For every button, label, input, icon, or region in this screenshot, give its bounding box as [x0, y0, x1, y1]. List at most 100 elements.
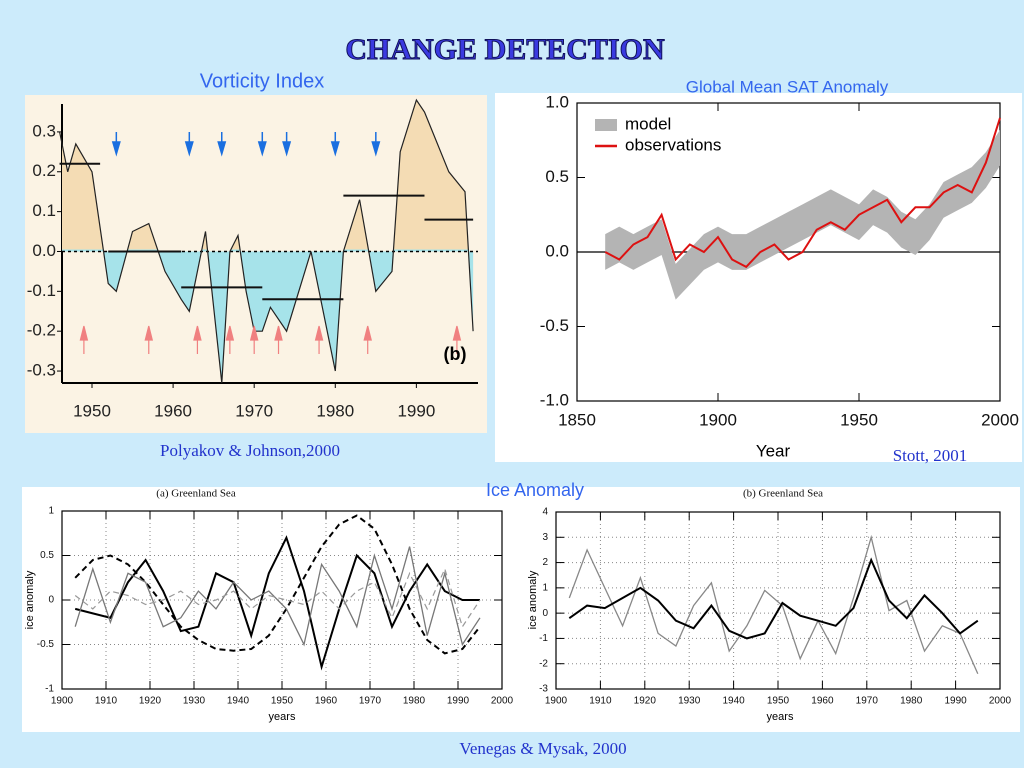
series-line [74, 535, 480, 671]
x-tick-label: 1920 [634, 696, 657, 707]
y-tick-label: -1 [45, 684, 54, 695]
y-tick-label: 2 [542, 557, 548, 568]
y-tick-label: 0.1 [32, 201, 56, 220]
x-tick-label: 1900 [545, 696, 568, 707]
plot-frame [555, 511, 1001, 690]
x-tick-label: 1990 [397, 401, 435, 420]
x-tick-label: 1970 [359, 696, 382, 707]
x-tick-label: 1980 [900, 696, 923, 707]
y-tick-label: 0.3 [32, 121, 56, 140]
y-tick-label: 1 [542, 582, 548, 593]
y-tick-label: -1.0 [540, 390, 569, 409]
down-arrow [184, 132, 194, 157]
x-tick-label: 1850 [558, 410, 596, 429]
panel-ice [22, 487, 1020, 732]
series-line [74, 567, 481, 629]
y-axis-label: ice anomaly [527, 570, 539, 629]
y-tick-label: 0 [542, 608, 548, 619]
x-tick-label: 1990 [944, 696, 967, 707]
area-positive [62, 100, 469, 250]
x-tick-label: 1980 [403, 696, 426, 707]
line [59, 98, 474, 384]
legend-label: observations [625, 135, 721, 154]
series-line [74, 546, 481, 647]
x-tick-label: 2000 [491, 696, 514, 707]
y-tick-label: 1 [48, 506, 54, 517]
y-tick-label: 1.0 [545, 92, 569, 111]
x-tick-label: 1930 [678, 696, 701, 707]
x-tick-label: 1960 [315, 696, 338, 707]
x-tick-label: 1940 [227, 696, 250, 707]
y-tick-label: 3 [542, 532, 548, 543]
y-tick-label: -0.3 [27, 361, 56, 380]
y-tick-label: 0.2 [32, 161, 56, 180]
x-tick-label: 1980 [316, 401, 354, 420]
chart-title: (b) Greenland Sea [743, 488, 823, 500]
x-tick-label: 1950 [271, 696, 294, 707]
section-label: Ice Anomaly [486, 480, 584, 500]
y-tick-label: 0.0 [545, 241, 569, 260]
y-tick-label: -0.5 [37, 639, 55, 650]
x-tick-label: 1940 [722, 696, 745, 707]
up-arrow [79, 325, 89, 354]
up-arrow [225, 325, 235, 354]
x-tick-label: 1900 [51, 696, 74, 707]
down-arrow [217, 132, 227, 157]
y-tick-label: -1 [539, 633, 548, 644]
x-tick-label: 1910 [95, 696, 118, 707]
panel-sat [495, 93, 1022, 462]
x-tick-label: 1970 [856, 696, 879, 707]
x-tick-label: 1950 [767, 696, 790, 707]
slide-title: CHANGE DETECTION [345, 33, 665, 66]
source: Stott, 2001 [893, 446, 968, 465]
model-band [605, 129, 1000, 300]
y-tick-label: 0.5 [545, 167, 569, 186]
down-arrow [257, 132, 267, 157]
up-arrow [363, 325, 372, 354]
series-line [568, 534, 979, 675]
area-negative [62, 249, 474, 383]
series-line [604, 117, 1001, 269]
series-line [74, 514, 481, 655]
down-arrow [282, 132, 292, 157]
up-arrow [274, 325, 283, 354]
series-line [568, 557, 979, 640]
x-tick-label: 1920 [139, 696, 162, 707]
y-tick-label: -0.5 [540, 316, 569, 335]
source: Venegas & Mysak, 2000 [459, 739, 626, 758]
legend-label: model [625, 114, 671, 133]
x-tick-label: 1950 [840, 410, 878, 429]
legend-swatch [595, 119, 617, 131]
down-arrow [111, 132, 121, 157]
x-tick-label: 1960 [811, 696, 834, 707]
y-tick-label: 0.5 [40, 550, 54, 561]
x-axis-label: years [767, 711, 794, 723]
y-tick-label: -3 [539, 684, 548, 695]
x-tick-label: 1950 [73, 401, 111, 420]
y-tick-label: 0.0 [32, 241, 56, 260]
up-arrow [314, 325, 324, 354]
up-arrow [193, 325, 202, 354]
x-tick-label: 1970 [235, 401, 273, 420]
y-tick-label: -0.2 [27, 321, 56, 340]
up-arrow [452, 325, 462, 354]
x-tick-label: 1910 [589, 696, 612, 707]
source: Polyakov & Johnson,2000 [160, 441, 340, 460]
y-axis-label: ice anomaly [24, 570, 36, 629]
chart-title: Global Mean SAT Anomaly [686, 77, 889, 96]
x-tick-label: 1990 [447, 696, 470, 707]
x-tick-label: 1930 [183, 696, 206, 707]
y-tick-label: 0 [48, 595, 54, 606]
x-axis-label: years [269, 711, 296, 723]
y-tick-label: 4 [542, 507, 548, 518]
x-tick-label: 2000 [989, 696, 1012, 707]
down-arrow [371, 132, 381, 157]
up-arrow [249, 325, 259, 354]
chart-title: (a) Greenland Sea [156, 488, 236, 500]
up-arrow [144, 325, 154, 354]
plot-frame [61, 510, 503, 690]
chart-title: Vorticity Index [200, 70, 325, 92]
x-tick-label: 2000 [981, 410, 1019, 429]
down-arrow [330, 132, 340, 157]
